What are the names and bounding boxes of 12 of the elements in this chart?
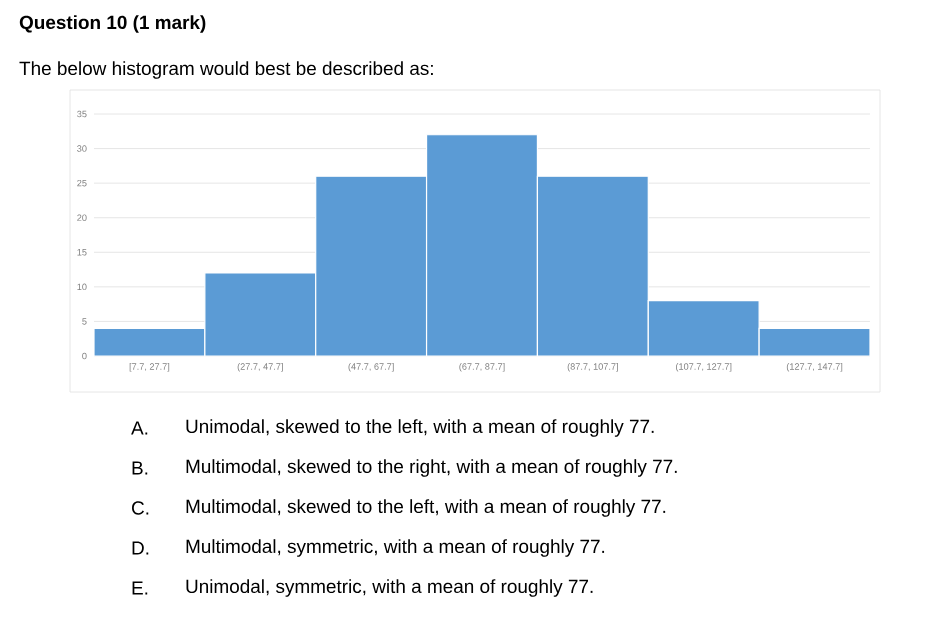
chart-title: Question 10 (1 mark): [19, 15, 206, 33]
text: Multimodal, symmetric, with a mean of roughly 77.: [186, 539, 605, 557]
text: Unimodal, skewed to the left, with a mean of roughly 77.: [186, 419, 654, 437]
text: Multimodal, skewed to the left, with a mean of roughly 77.: [186, 499, 666, 517]
text: C.: [132, 501, 149, 515]
text: Multimodal, skewed to the right, with a mean of roughly 77.: [186, 459, 677, 477]
text: B.: [132, 461, 148, 475]
text: Unimodal, symmetric, with a mean of roughly 77.: [186, 579, 593, 597]
chart-subtitle: The below histogram would best be described as:: [19, 61, 433, 79]
text: D.: [132, 541, 149, 555]
text: E.: [132, 581, 148, 595]
text: A.: [131, 421, 148, 435]
